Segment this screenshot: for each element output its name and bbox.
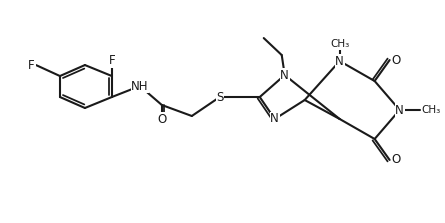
Text: NH: NH bbox=[131, 80, 149, 93]
Text: CH₃: CH₃ bbox=[330, 39, 349, 49]
Text: N: N bbox=[271, 112, 279, 126]
Text: F: F bbox=[28, 59, 35, 72]
Text: O: O bbox=[392, 54, 401, 66]
Text: N: N bbox=[335, 55, 344, 68]
Text: O: O bbox=[392, 153, 401, 166]
Text: N: N bbox=[395, 103, 404, 116]
Text: N: N bbox=[280, 68, 289, 82]
Text: S: S bbox=[216, 91, 223, 103]
Text: O: O bbox=[157, 113, 166, 126]
Text: CH₃: CH₃ bbox=[421, 105, 441, 115]
Text: F: F bbox=[109, 54, 115, 67]
